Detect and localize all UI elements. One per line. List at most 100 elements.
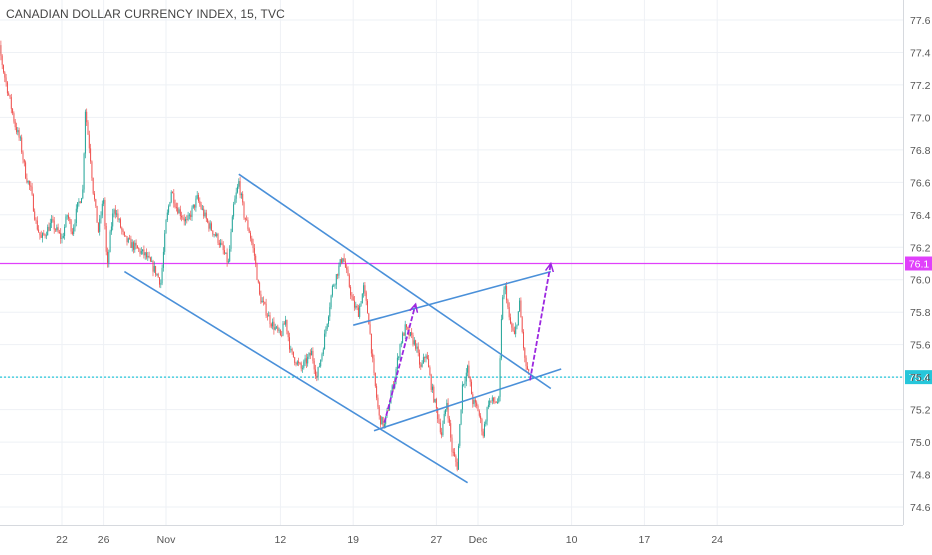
price-level-label: 76.1 [909,259,930,271]
y-tick-label: 76.6 [910,177,931,189]
candle-body [423,357,424,363]
candle-body [397,358,398,369]
candle-body [28,181,29,182]
candle-body [145,252,146,255]
candle-body [509,307,510,317]
candle-body [132,242,133,248]
candle-body [496,402,497,403]
candle-body [78,202,79,203]
candle-body [88,122,89,134]
candle-body [342,258,343,262]
candle-body [372,354,373,359]
trend-line [374,369,561,431]
candle-body [384,424,385,426]
candle-body [340,259,341,266]
candle-body [305,358,306,361]
candle-body [466,373,467,382]
candle-body [23,152,24,159]
candle-body [141,251,142,254]
candle-body [215,234,216,236]
candle-body [298,361,299,362]
candle-body [459,424,460,446]
candle-body [483,431,484,436]
candle-body [358,308,359,317]
candle-body [254,248,255,256]
candle-body [41,235,42,238]
candle-body [470,377,471,382]
candle-body [454,452,455,456]
candle-body [225,253,226,254]
candle-body [119,219,120,220]
candle-body [142,249,143,251]
candle-body [43,233,44,234]
candle-body [306,358,307,363]
candle-body [94,194,95,200]
candle-body [80,202,81,203]
candle-body [133,242,134,250]
candle-body [172,192,173,193]
candle-body [154,266,155,272]
candle-body [155,266,156,275]
candle-body [203,209,204,216]
candle-body [32,187,33,195]
candle-body [202,209,203,210]
candle-body [192,208,193,217]
candle-body [64,227,65,236]
candle-body [89,135,90,149]
candle-body [207,219,208,222]
candle-body [262,301,263,303]
candle-body [164,233,165,251]
candle-body [67,215,68,216]
candle-body [214,234,215,235]
candle-body [201,204,202,209]
candle-body [280,330,281,335]
candle-body [95,199,96,206]
candle-body [102,204,103,216]
candle-body [341,259,342,262]
candle-body [19,130,20,137]
candle-body [357,306,358,308]
candle-body [128,238,129,242]
y-tick-label: 77.0 [910,112,931,124]
candle-body [331,295,332,307]
candle-body [467,366,468,373]
candle-body [424,357,425,358]
candle-body [286,320,287,331]
candle-body [197,195,198,199]
chart-title: CANADIAN DOLLAR CURRENCY INDEX, 15, TVC [6,7,285,21]
y-tick-label: 74.6 [910,502,931,514]
candle-body [527,366,528,369]
candle-body [91,161,92,178]
candle-body [410,332,411,336]
candle-body [407,327,408,329]
candle-body [255,256,256,264]
candle-body [309,353,310,357]
candle-body [220,243,221,245]
candle-body [346,267,347,269]
candle-body [166,220,167,233]
candle-body [517,325,518,327]
candle-body [20,137,21,138]
y-tick-label: 74.8 [910,470,931,482]
candle-body [271,324,272,326]
candle-body [229,249,230,261]
candle-body [130,239,131,248]
candle-body [257,264,258,280]
candle-body [514,331,515,334]
candle-body [246,220,247,221]
candle-body [116,213,117,214]
candle-body [504,290,505,298]
candle-body [171,192,172,202]
candle-body [479,411,480,416]
candle-body [442,424,443,435]
candle-body [188,215,189,220]
candle-body [484,424,485,436]
candle-body [513,328,514,331]
candle-body [277,327,278,331]
candle-body [363,285,364,293]
candle-body [276,327,277,328]
candle-body [228,261,229,262]
candle-body [33,195,34,212]
candle-body [263,301,264,302]
